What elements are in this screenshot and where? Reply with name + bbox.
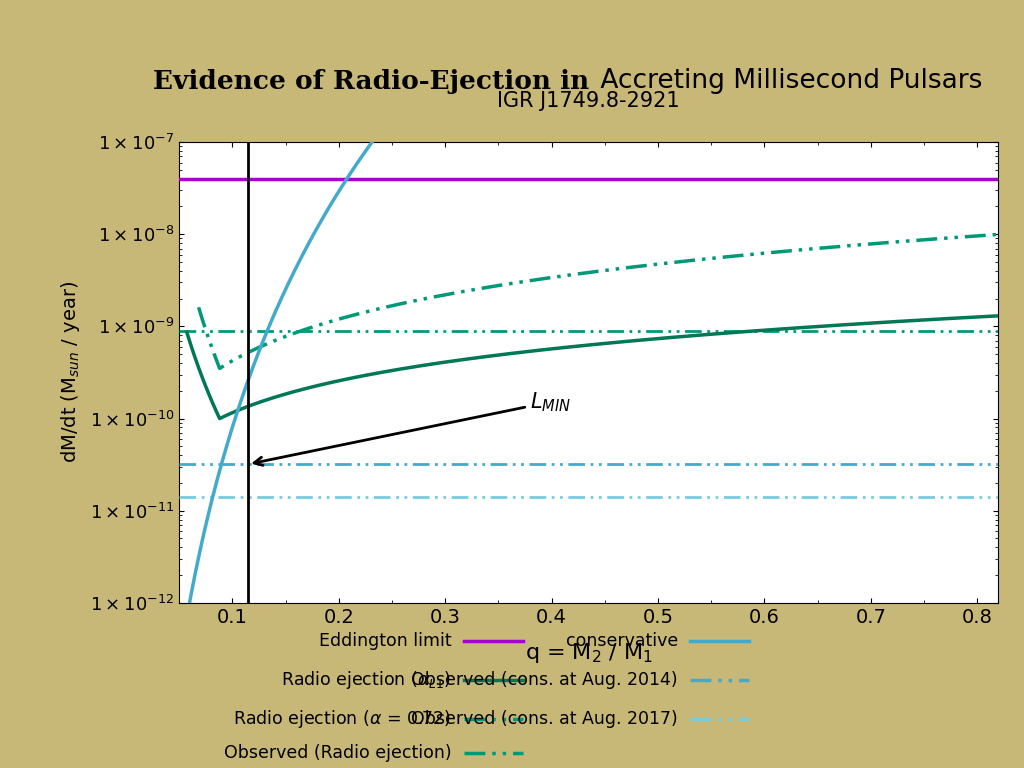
- Text: Observed (cons. at Aug. 2017): Observed (cons. at Aug. 2017): [412, 710, 678, 729]
- Y-axis label: dM/dt (M$_{sun}$ / year): dM/dt (M$_{sun}$ / year): [58, 281, 82, 464]
- Text: IGR J1749.8-2921: IGR J1749.8-2921: [498, 91, 680, 111]
- Text: Evidence of Radio-Ejection in: Evidence of Radio-Ejection in: [153, 68, 589, 94]
- Text: Observed (cons. at Aug. 2014): Observed (cons. at Aug. 2014): [412, 671, 678, 689]
- Text: Accreting Millisecond Pulsars: Accreting Millisecond Pulsars: [592, 68, 982, 94]
- Text: $L_{MIN}$: $L_{MIN}$: [254, 390, 571, 465]
- Text: Radio ejection ($\alpha_{L1}$): Radio ejection ($\alpha_{L1}$): [282, 669, 452, 691]
- Text: Radio ejection ($\alpha$ = 0.72): Radio ejection ($\alpha$ = 0.72): [233, 708, 452, 730]
- Text: conservative: conservative: [565, 631, 678, 650]
- Text: Eddington limit: Eddington limit: [318, 631, 452, 650]
- Text: Observed (Radio ejection): Observed (Radio ejection): [223, 744, 452, 762]
- X-axis label: q = M$_2$ / M$_1$: q = M$_2$ / M$_1$: [524, 641, 653, 664]
